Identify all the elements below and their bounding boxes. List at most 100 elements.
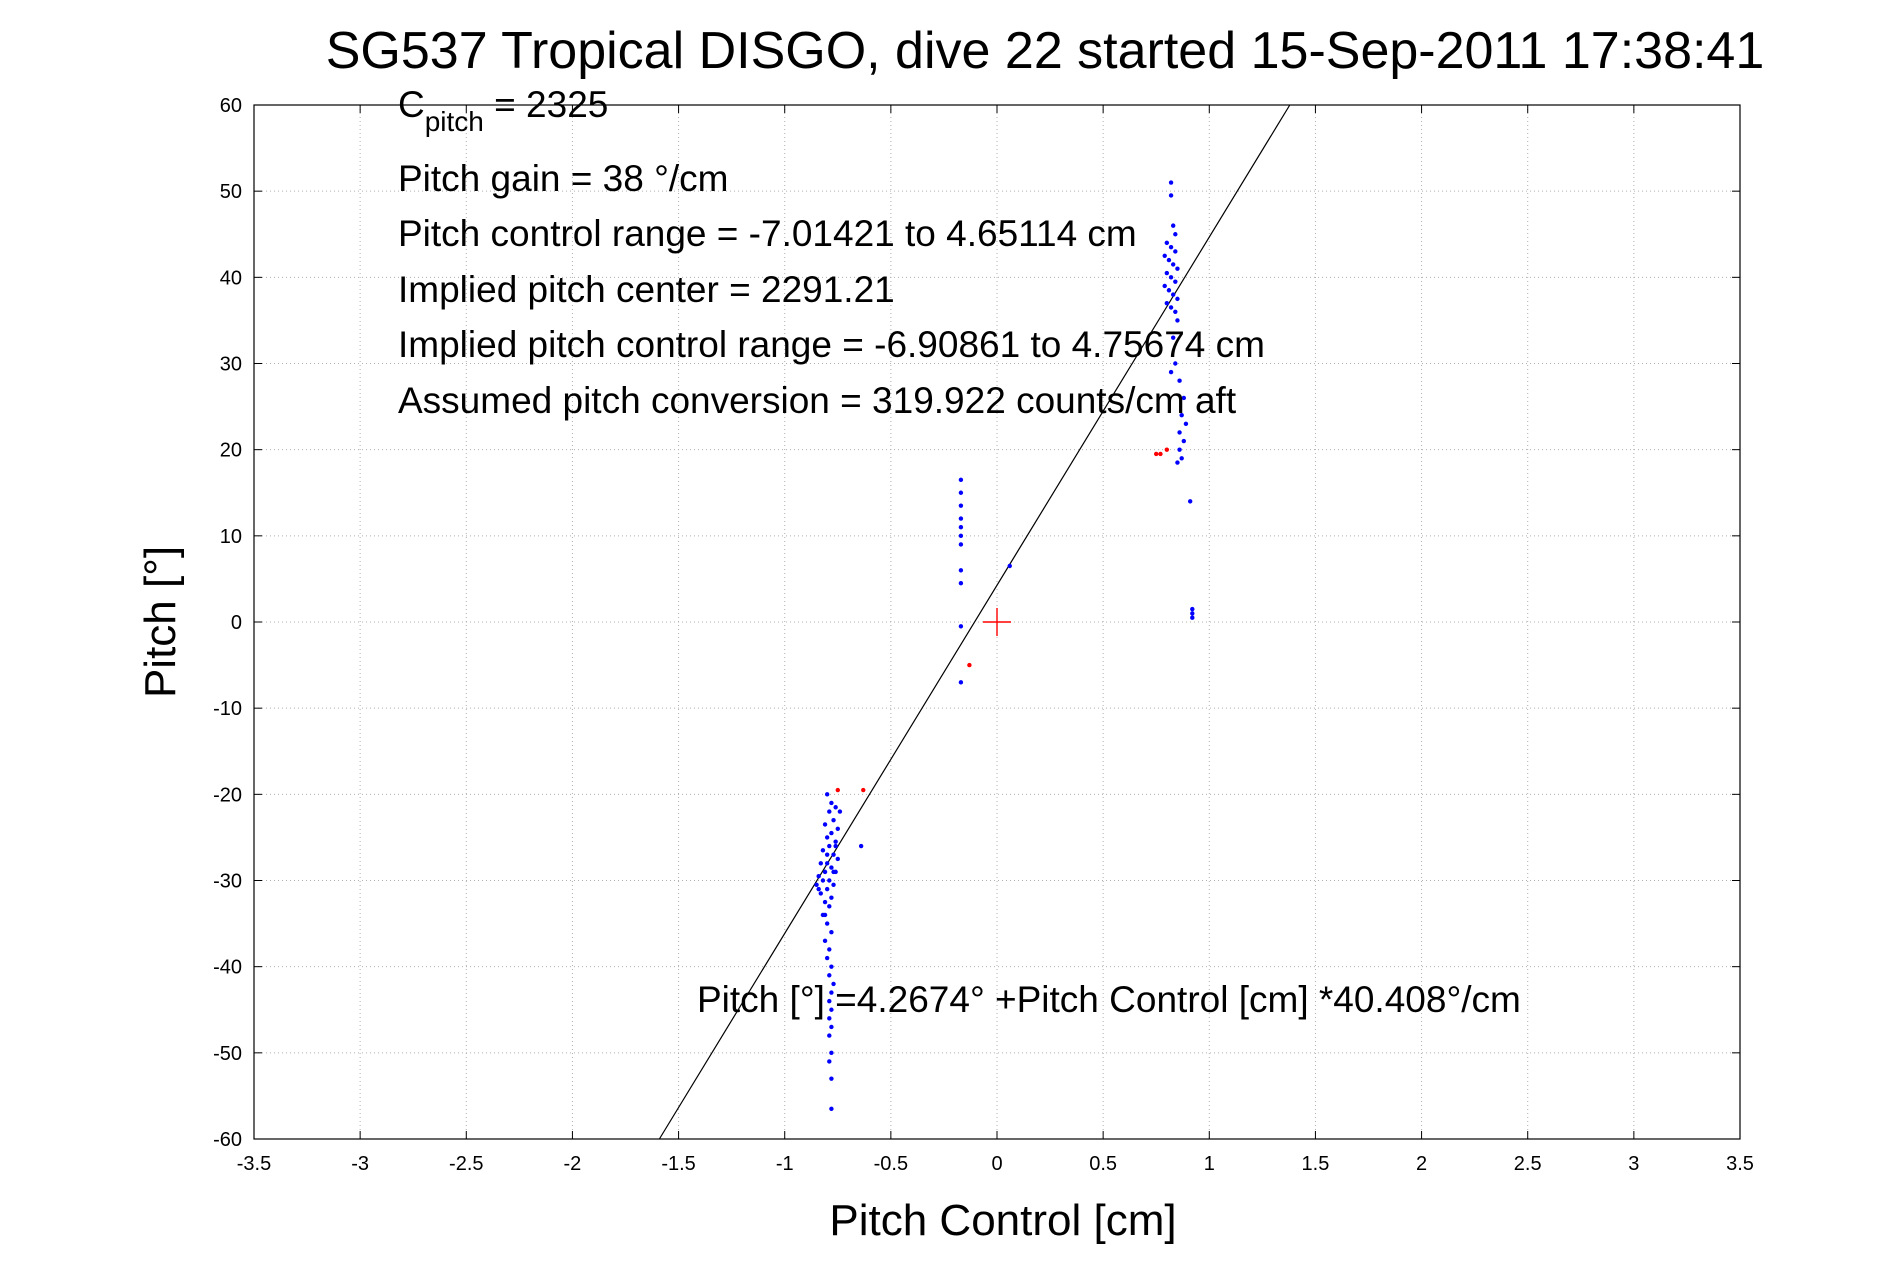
data-point [1179,456,1184,461]
data-point [1168,180,1174,185]
x-tick-label: 2 [1416,1153,1427,1175]
data-point [827,904,832,909]
data-point [831,869,836,875]
data-point [824,835,830,840]
y-tick-label: -50 [213,1043,242,1065]
data-point [1170,262,1176,267]
data-point [829,1076,834,1081]
data-points [814,180,1195,1112]
data-point [833,843,838,849]
x-tick-label: 0.5 [1089,1153,1117,1175]
data-point [835,856,840,862]
data-point [827,973,832,978]
annotation-implied-center: Implied pitch center = 2291.21 [398,269,895,310]
data-point [827,1033,832,1038]
cpitch-value: = 2325 [484,84,608,125]
data-point [829,865,834,870]
y-axis-ticks: 60 50 40 30 20 10 0 -10 -20 -30 -40 -50 -60 [213,95,1740,1151]
data-point [1170,223,1176,228]
data-point [1166,288,1172,293]
data-point [835,787,840,793]
x-tick-label: 3 [1628,1153,1639,1175]
y-tick-label: -10 [213,698,242,720]
data-point [1177,378,1182,383]
data-point [827,843,832,849]
data-point [831,981,836,987]
data-point [1173,361,1178,366]
data-point [1175,266,1180,271]
data-point [1007,563,1012,569]
data-point [824,861,830,866]
data-point [824,886,830,892]
data-point [831,882,836,888]
data-point [1190,611,1195,616]
data-point [829,964,834,969]
x-tick-label: -0.5 [874,1153,908,1175]
data-point [831,817,836,823]
x-tick-label: -3 [351,1153,369,1175]
data-point [820,878,826,883]
data-point [822,938,828,944]
chart-title: SG537 Tropical DISGO, dive 22 started 15… [326,22,1765,80]
grid [254,105,1740,1139]
data-point [833,805,838,810]
data-point [1158,451,1163,457]
data-point [1168,305,1174,310]
x-tick-label: -1 [776,1153,794,1175]
data-point [1170,292,1176,297]
data-point [829,1106,834,1112]
data-point [1164,300,1170,306]
x-axis-ticks: -3.5 -3 -2.5 -2 -1.5 -1 -0.5 0 0.5 1 1.5 2 2.5 3 3.5 [237,105,1754,1175]
data-point [1175,296,1180,302]
data-point [958,533,964,539]
data-point [958,525,964,530]
data-point [1154,451,1159,457]
data-point [829,800,834,806]
data-point [1175,318,1180,323]
data-point [814,882,819,888]
data-point [822,869,828,875]
x-tick-label: -2.5 [449,1153,483,1175]
data-point [829,990,834,995]
data-point [1177,447,1182,452]
y-tick-label: -30 [213,871,242,893]
data-point [958,516,964,521]
data-point [1181,438,1187,444]
data-point [824,921,830,926]
y-tick-label: 10 [220,526,242,548]
data-point [818,861,824,866]
data-point [1164,447,1170,452]
data-point [829,895,834,900]
data-point [1190,615,1195,620]
data-point [958,542,964,547]
fit-line-layer [658,104,1291,1140]
annotation-implied-range: Implied pitch control range = -6.90861 t… [398,324,1265,365]
data-point [818,891,824,896]
data-point [829,930,834,935]
x-tick-label: 1.5 [1302,1153,1330,1175]
data-point [967,662,972,668]
x-tick-label: 0 [991,1153,1002,1175]
data-point [1187,499,1193,504]
data-point [1162,253,1167,258]
data-point [858,843,864,849]
data-point [1162,283,1167,289]
data-point [1164,240,1170,246]
annotation-conversion: Assumed pitch conversion = 319.922 count… [398,380,1237,421]
x-tick-label: -3.5 [237,1153,271,1175]
data-point [829,1007,834,1012]
y-tick-label: 40 [220,267,242,289]
y-tick-label: -40 [213,957,242,979]
data-point [1173,279,1178,284]
data-point [827,878,832,883]
y-tick-label: -20 [213,784,242,806]
data-point [829,830,834,836]
data-point [831,852,836,857]
data-point [958,503,964,508]
data-point [1168,244,1174,250]
data-point [824,852,830,857]
data-point [1190,606,1195,612]
data-point [958,568,964,573]
data-point [822,912,828,918]
